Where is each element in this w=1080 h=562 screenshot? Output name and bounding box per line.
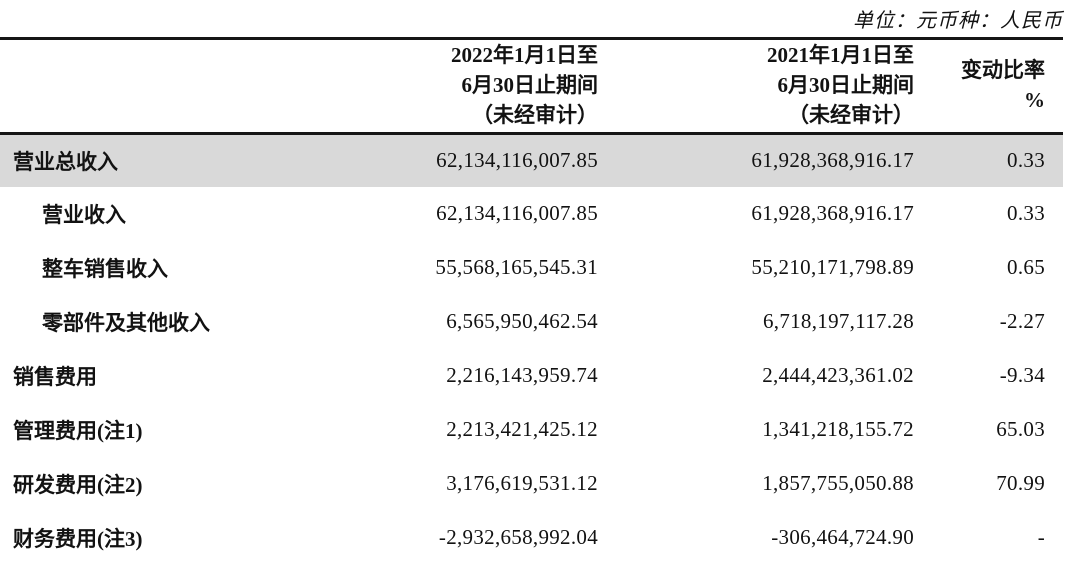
table-body: 营业总收入 62,134,116,007.85 61,928,368,916.1… — [0, 133, 1063, 562]
row-value-2021: 1,857,755,050.88 — [762, 471, 914, 495]
row-label: 营业收入 — [42, 202, 126, 227]
table-row-finance-expenses: 财务费用(注3) -2,932,658,992.04 -306,464,724.… — [0, 511, 1063, 562]
row-change-ratio: -2.27 — [999, 309, 1045, 333]
header-period-2022: 2022年1月1日至 6月30日止期间 （未经审计） — [296, 37, 610, 135]
header-period-2022-line1: 2022年1月1日至 — [451, 43, 598, 67]
row-value-2022: 6,565,950,462.54 — [446, 309, 598, 333]
row-value-2021: 6,718,197,117.28 — [762, 309, 914, 333]
row-value-2022: 62,134,116,007.85 — [436, 148, 598, 173]
table-row-vehicle-sales-revenue: 整车销售收入 55,568,165,545.31 55,210,171,798.… — [0, 241, 1063, 295]
row-label: 整车销售收入 — [42, 256, 168, 281]
row-label: 研发费用(注2) — [13, 472, 143, 497]
header-change-ratio: 变动比率 % — [926, 37, 1063, 135]
row-label: 销售费用 — [13, 364, 97, 389]
row-change-ratio: 0.33 — [1007, 201, 1045, 225]
table-header: 2022年1月1日至 6月30日止期间 （未经审计） 2021年1月1日至 6月… — [0, 37, 1063, 135]
table-row-admin-expenses: 管理费用(注1) 2,213,421,425.12 1,341,218,155.… — [0, 403, 1063, 457]
row-change-ratio: 0.33 — [1007, 148, 1045, 173]
row-change-ratio: 65.03 — [996, 417, 1045, 441]
unit-currency-label: 单位：元币种：人民币 — [853, 10, 1063, 32]
row-change-ratio: 70.99 — [996, 471, 1045, 495]
row-value-2021: 61,928,368,916.17 — [751, 148, 914, 173]
table-row-total-revenue: 营业总收入 62,134,116,007.85 61,928,368,916.1… — [0, 133, 1063, 187]
header-item-column — [0, 37, 296, 135]
header-period-2021-line3: （未经审计） — [788, 103, 914, 127]
header-period-2021-line2: 6月30日止期间 — [777, 73, 915, 97]
row-value-2022: 55,568,165,545.31 — [435, 255, 598, 279]
row-value-2021: -306,464,724.90 — [771, 525, 914, 549]
header-period-2022-line2: 6月30日止期间 — [461, 73, 599, 97]
header-period-2021-line1: 2021年1月1日至 — [767, 43, 914, 67]
row-change-ratio: -9.34 — [999, 363, 1045, 387]
row-value-2021: 1,341,218,155.72 — [762, 417, 914, 441]
row-value-2022: 3,176,619,531.12 — [446, 471, 598, 495]
header-row: 2022年1月1日至 6月30日止期间 （未经审计） 2021年1月1日至 6月… — [0, 37, 1063, 135]
table-row-parts-other-revenue: 零部件及其他收入 6,565,950,462.54 6,718,197,117.… — [0, 295, 1063, 349]
header-period-2021: 2021年1月1日至 6月30日止期间 （未经审计） — [610, 37, 926, 135]
header-change-ratio-line1: 变动比率 — [961, 58, 1045, 82]
row-change-ratio: 0.65 — [1007, 255, 1045, 279]
row-label: 营业总收入 — [13, 149, 118, 174]
header-change-ratio-line2: % — [1024, 88, 1045, 112]
row-label: 零部件及其他收入 — [42, 310, 210, 335]
row-value-2022: -2,932,658,992.04 — [438, 525, 598, 549]
table-row-rd-expenses: 研发费用(注2) 3,176,619,531.12 1,857,755,050.… — [0, 457, 1063, 511]
row-value-2021: 55,210,171,798.89 — [751, 255, 914, 279]
row-value-2021: 2,444,423,361.02 — [762, 363, 914, 387]
table-row-operating-revenue: 营业收入 62,134,116,007.85 61,928,368,916.17… — [0, 187, 1063, 241]
row-value-2022: 2,216,143,959.74 — [446, 363, 598, 387]
row-label: 财务费用(注3) — [13, 526, 143, 551]
table-row-selling-expenses: 销售费用 2,216,143,959.74 2,444,423,361.02 -… — [0, 349, 1063, 403]
row-value-2022: 62,134,116,007.85 — [436, 201, 598, 225]
row-value-2021: 61,928,368,916.17 — [751, 201, 914, 225]
row-label: 管理费用(注1) — [13, 418, 143, 443]
income-statement-table: 2022年1月1日至 6月30日止期间 （未经审计） 2021年1月1日至 6月… — [0, 37, 1063, 562]
header-period-2022-line3: （未经审计） — [472, 103, 598, 127]
row-value-2022: 2,213,421,425.12 — [446, 417, 598, 441]
row-change-ratio: - — [1037, 525, 1045, 549]
